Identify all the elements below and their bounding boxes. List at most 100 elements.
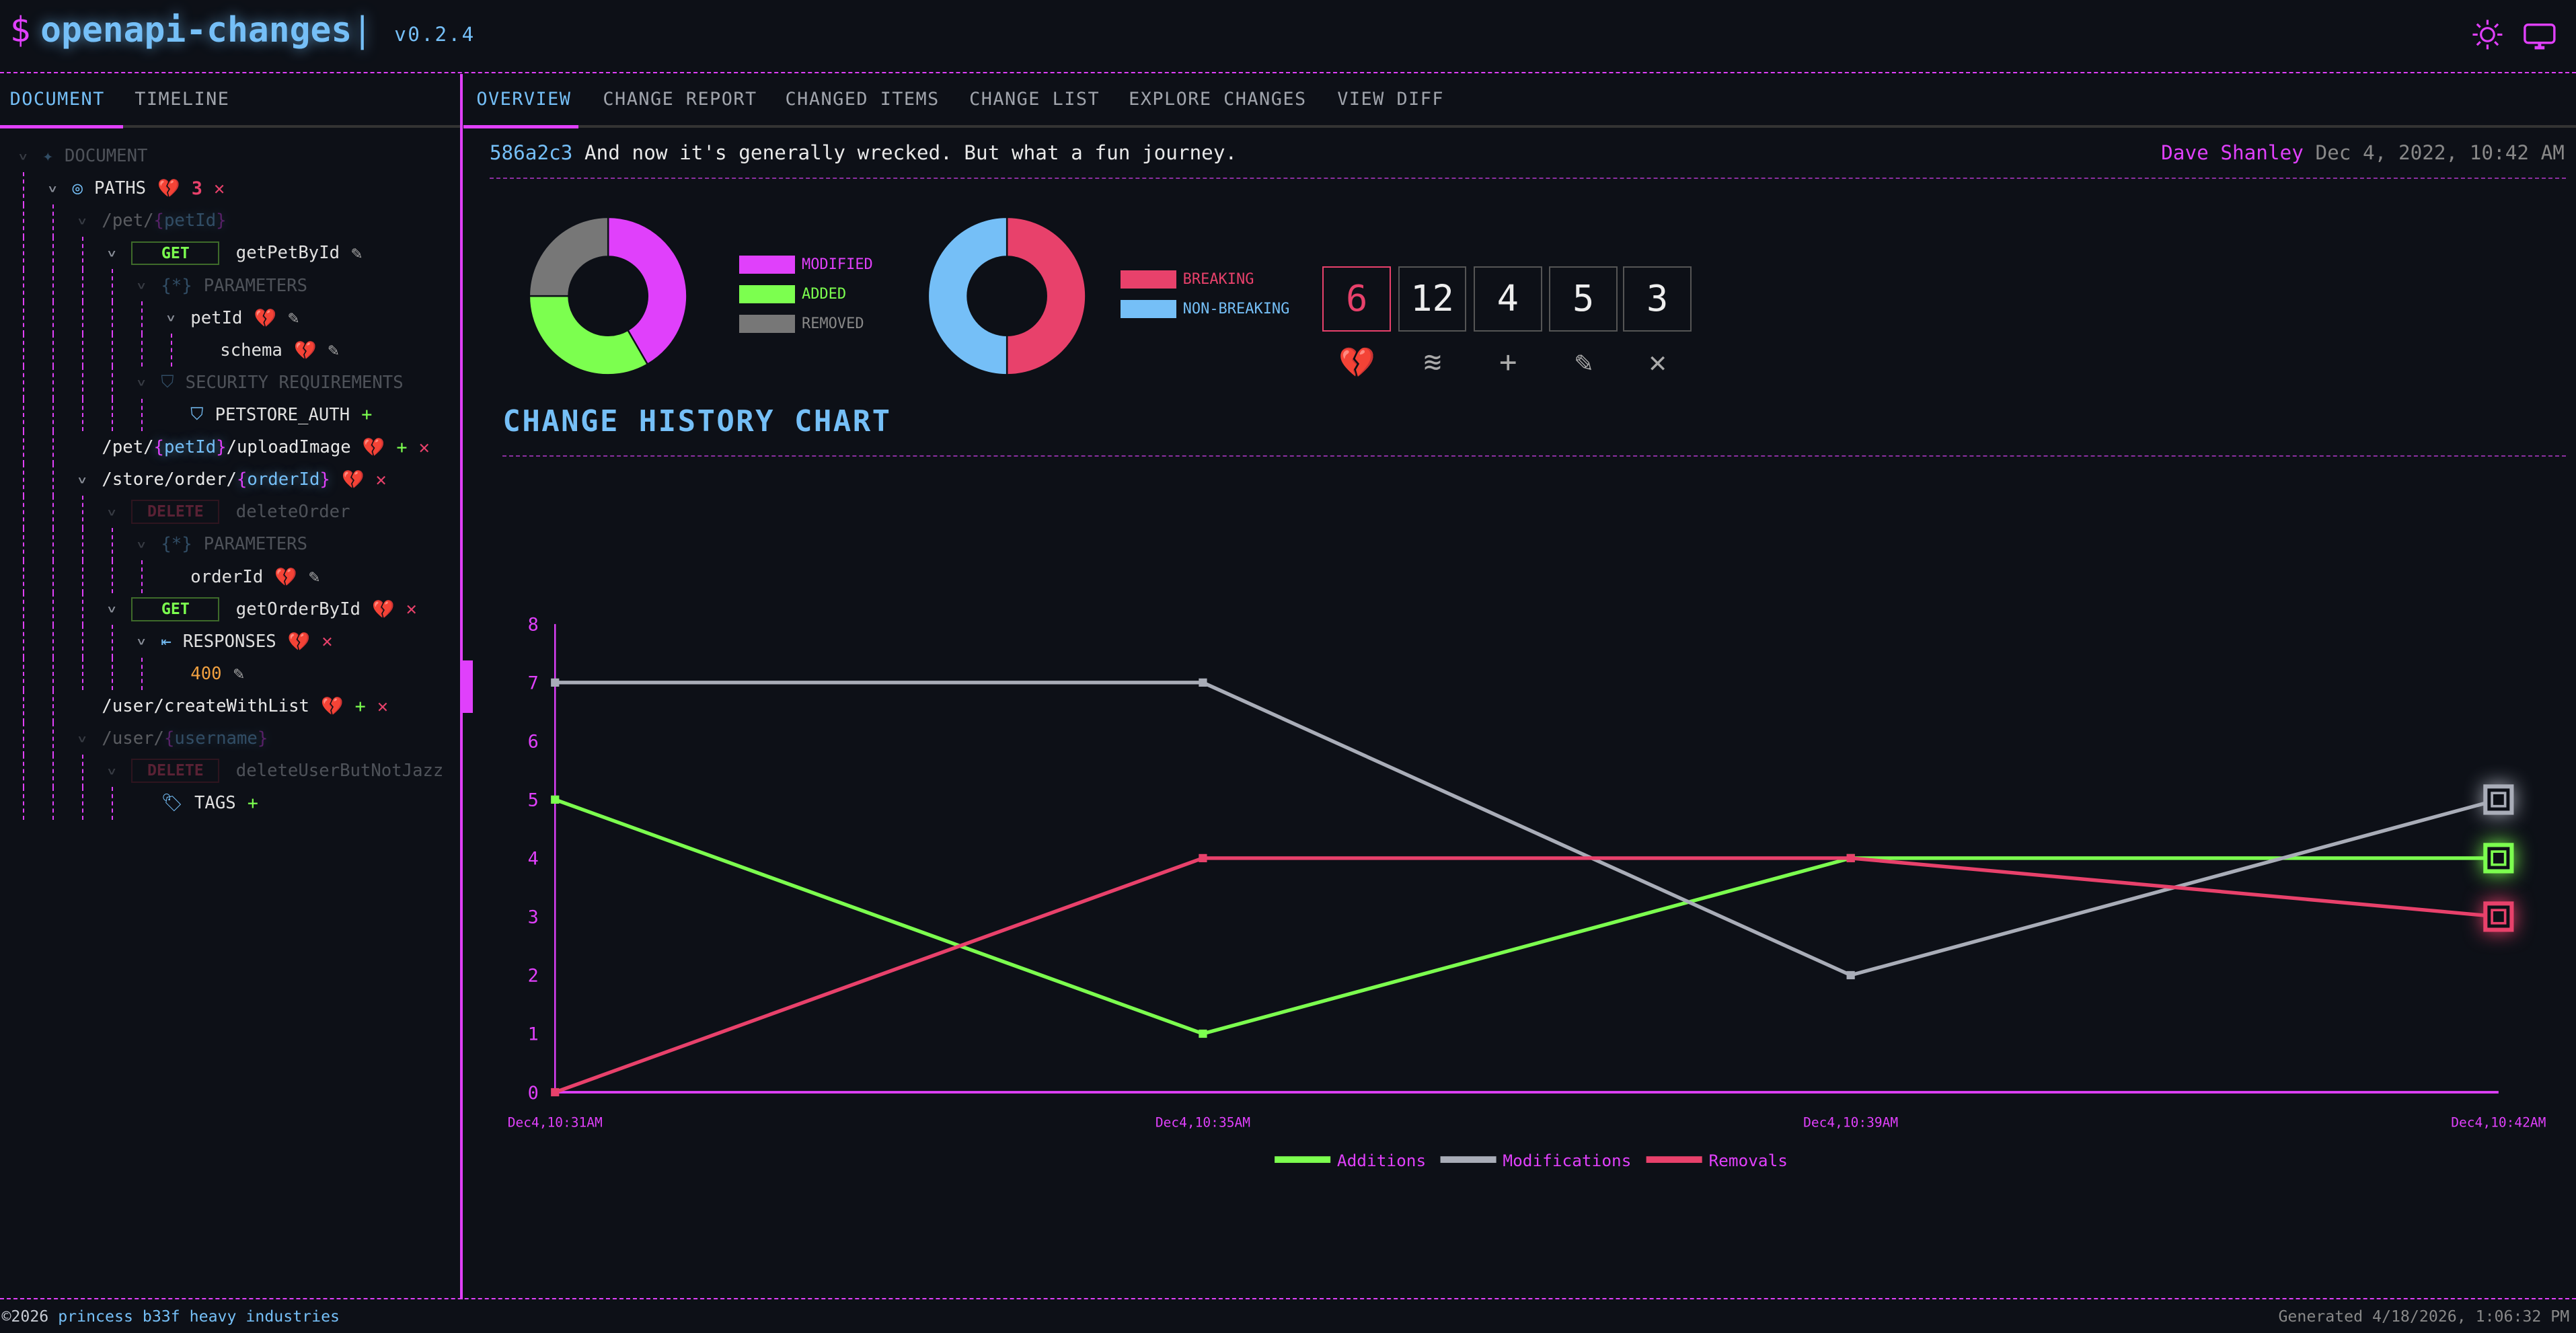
tree-guide [52, 528, 54, 561]
tree-item-content: ∨ /user/{username} [72, 728, 268, 749]
tree-guide [52, 463, 54, 496]
tree-item[interactable]: ∨ ⇤ RESPONSES 💔 ✕ [0, 625, 333, 658]
tree-item-label: PATHS [93, 178, 147, 199]
add-icon[interactable]: + [354, 695, 366, 717]
tab-view-diff[interactable]: VIEW DIFF [1337, 88, 1444, 110]
add-icon[interactable]: + [247, 792, 258, 814]
data-point-inner [2491, 909, 2507, 925]
chevron-down-icon[interactable]: ∨ [136, 279, 147, 292]
edit-icon[interactable]: ✎ [308, 566, 320, 588]
legend-swatch [1646, 1156, 1703, 1164]
remove-icon[interactable]: ✕ [418, 436, 430, 458]
tree-item[interactable]: ∨ {*} PARAMETERS [0, 528, 307, 561]
tree-guide [52, 269, 54, 302]
tree-item[interactable]: ∨ /user/{username} [0, 722, 268, 755]
edit-icon[interactable]: ✎ [328, 340, 339, 361]
chevron-down-icon[interactable]: ∨ [77, 473, 87, 486]
data-point[interactable] [1199, 854, 1207, 863]
data-point[interactable] [1846, 971, 1856, 980]
tree-item-label: PETSTORE_AUTH [215, 404, 350, 425]
chevron-down-icon[interactable]: ∨ [77, 732, 87, 745]
tree-guide [23, 786, 24, 820]
tree-item-content: ∨ DELETE deleteUserButNotJazz [102, 759, 443, 784]
company-link[interactable]: princess b33f heavy industries [58, 1307, 340, 1326]
chevron-down-icon[interactable]: ∨ [106, 506, 117, 519]
tree-item[interactable]: /pet/{petId}/uploadImage 💔 + ✕ [0, 430, 430, 464]
chevron-down-icon[interactable]: ∨ [77, 215, 87, 227]
edit-icon[interactable]: ✎ [351, 242, 363, 264]
tree-item[interactable]: ∨ GET getOrderById 💔 ✕ [0, 593, 417, 626]
edit-icon[interactable]: ✎ [288, 307, 299, 329]
edit-icon[interactable]: ✎ [233, 663, 244, 685]
data-point[interactable] [551, 679, 560, 687]
broken-heart-icon: 💔 [254, 307, 276, 329]
add-icon[interactable]: + [361, 404, 373, 426]
tree-item[interactable]: ∨ /store/order/{orderId} 💔 ✕ [0, 463, 387, 496]
remove-icon[interactable]: ✕ [406, 599, 417, 620]
tree-item[interactable]: ∨ {*} PARAMETERS [0, 269, 307, 302]
tree-item[interactable]: ∨ DELETE deleteOrder [0, 495, 350, 529]
tree-item[interactable]: ∨ ⛉ SECURITY REQUIREMENTS [0, 366, 404, 399]
tree-item[interactable]: /user/createWithList 💔 + ✕ [0, 689, 389, 723]
donut-slice-added[interactable] [528, 295, 649, 376]
chevron-down-icon[interactable]: ∨ [17, 150, 28, 162]
data-point[interactable] [2483, 901, 2514, 932]
remove-icon[interactable]: ✕ [214, 178, 225, 199]
tab-document[interactable]: DOCUMENT [9, 88, 105, 110]
tree-guide [52, 625, 54, 658]
sun-icon[interactable] [2471, 18, 2504, 51]
tab-change-report[interactable]: CHANGE REPORT [603, 88, 757, 110]
data-point[interactable] [1199, 1030, 1207, 1038]
tree-item[interactable]: ∨ petId 💔 ✎ [0, 301, 299, 335]
tree-item-label: orderId [190, 566, 264, 587]
tree-item[interactable]: 400 ✎ [0, 657, 244, 691]
chevron-down-icon[interactable]: ∨ [106, 603, 117, 615]
tree-item[interactable]: ∨ ◎ PATHS 💔 3 ✕ [0, 172, 225, 205]
legend-label[interactable]: Additions [1337, 1151, 1426, 1170]
data-point[interactable] [2483, 784, 2514, 815]
legend-label[interactable]: Removals [1709, 1151, 1788, 1170]
tab-changed-items[interactable]: CHANGED ITEMS [785, 88, 940, 110]
tree-guide [141, 398, 143, 432]
chevron-down-icon[interactable]: ∨ [106, 247, 117, 260]
tree-guide [23, 301, 24, 335]
donut-slice-non-breaking[interactable] [927, 216, 1008, 376]
commit-hash[interactable]: 586a2c3 [489, 141, 573, 165]
tree-item[interactable]: ∨ /pet/{petId} [0, 204, 227, 237]
data-point[interactable] [551, 796, 560, 804]
tree-item[interactable]: ∨ ✦ DOCUMENT [0, 140, 148, 173]
y-tick-label: 2 [528, 966, 539, 987]
data-point[interactable] [1199, 679, 1207, 687]
chevron-down-icon[interactable]: ∨ [165, 311, 176, 324]
tree-item[interactable]: 🏷 TAGS + [0, 786, 258, 820]
donut-slice-breaking[interactable] [1006, 216, 1087, 376]
remove-icon[interactable]: ✕ [321, 631, 333, 652]
tree-item[interactable]: orderId 💔 ✎ [0, 560, 319, 593]
tree-item[interactable]: ∨ DELETE deleteUserButNotJazz [0, 754, 443, 788]
add-icon[interactable]: + [396, 436, 408, 458]
tree-item[interactable]: ⛉ PETSTORE_AUTH + [0, 398, 373, 432]
resize-handle[interactable] [461, 660, 473, 714]
data-point[interactable] [551, 1088, 560, 1097]
donut-slice-modified[interactable] [607, 216, 688, 365]
monitor-icon[interactable] [2522, 18, 2556, 51]
tab-explore-changes[interactable]: EXPLORE CHANGES [1129, 88, 1307, 110]
tree-guide [52, 786, 54, 820]
chevron-down-icon[interactable]: ∨ [47, 182, 58, 194]
remove-icon[interactable]: ✕ [375, 469, 387, 490]
legend-label[interactable]: Modifications [1503, 1151, 1632, 1170]
tree-item[interactable]: schema 💔 ✎ [0, 334, 339, 367]
data-point[interactable] [2483, 843, 2514, 874]
donut-slice-removed[interactable] [528, 216, 609, 297]
tree-item[interactable]: ∨ GET getPetById ✎ [0, 236, 363, 270]
chevron-down-icon[interactable]: ∨ [106, 765, 117, 777]
tab-timeline[interactable]: TIMELINE [135, 88, 230, 110]
chevron-down-icon[interactable]: ∨ [136, 636, 147, 648]
data-point[interactable] [1846, 854, 1856, 863]
tab-change-list[interactable]: CHANGE LIST [969, 88, 1100, 110]
tree-guide [112, 560, 113, 593]
tab-overview[interactable]: OVERVIEW [476, 88, 572, 110]
chevron-down-icon[interactable]: ∨ [136, 377, 147, 389]
chevron-down-icon[interactable]: ∨ [136, 538, 147, 551]
remove-icon[interactable]: ✕ [377, 695, 389, 717]
